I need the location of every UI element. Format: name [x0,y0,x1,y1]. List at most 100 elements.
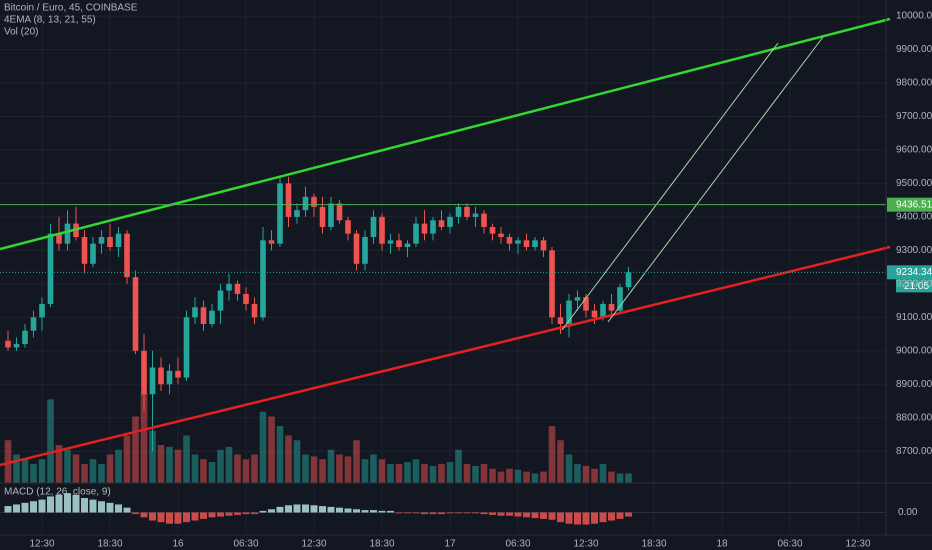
macd-bar [157,512,165,523]
candle-body [149,367,156,395]
volume-bar [4,440,12,483]
macd-bar [361,510,369,513]
x-tick-label: 12:30 [301,539,326,550]
macd-bar [625,512,632,517]
macd-bar [463,512,471,514]
macd-bar [276,506,284,513]
macd-bar [200,512,207,519]
candle-body [251,303,258,318]
volume-bar [514,469,522,483]
macd-bar [98,501,105,513]
volume-bar [293,440,301,483]
macd-bar [89,499,97,513]
macd-bar [140,512,148,518]
macd-bar [353,509,360,513]
candle-body [90,243,96,264]
candle-body [5,340,11,348]
candle-body [481,213,487,227]
volume-bar [557,440,564,483]
macd-bar [421,512,428,515]
volume-bar [191,454,199,483]
volume-bar [13,454,20,483]
volume-bar [302,454,309,483]
macd-bar [285,505,292,513]
volume-bar [166,446,173,483]
candle-body [566,300,572,325]
volume-bar [327,449,335,483]
macd-bar [13,504,20,513]
volume-bar [208,462,216,483]
candle-body [345,220,351,234]
volume-bar [378,459,386,483]
macd-bar [599,512,607,523]
volume-bar [395,464,403,483]
candle-body [56,233,62,244]
macd-bar [132,512,139,515]
y-tick-label: 10000.00 [896,11,932,22]
y-tick-label: 9000.00 [896,345,932,356]
volume-bar [540,471,547,483]
macd-bar [208,512,216,518]
macd-bar [174,512,182,524]
volume-bar [47,399,54,483]
candle-body [353,233,360,264]
volume-bar [276,426,284,483]
x-tick-label: 18:30 [641,539,666,550]
y-tick-label: 9400.00 [896,212,932,223]
candle-body [319,206,326,227]
macd-bar [344,508,352,513]
candle-body [362,236,368,264]
candle-body [175,370,181,378]
volume-bar [455,449,462,483]
candle-body [600,303,606,318]
volume-bar [115,449,122,483]
trendline-lower [0,245,891,467]
volume-bar [344,456,352,483]
volume-bar [506,468,513,483]
macd-bar [4,506,12,513]
volume-bar [404,462,411,483]
volume-bar [259,411,267,483]
candle-body [217,290,224,311]
candle-body [591,310,598,318]
macd-bar [123,507,131,513]
y-tick-label: 9500.00 [896,178,932,189]
volume-bar [353,440,360,483]
volume-bar [370,454,377,483]
candle-body [183,317,190,378]
candle-body [285,183,292,217]
macd-bar [378,510,386,513]
volume-bar [523,471,530,483]
volume-bar [89,459,97,483]
macd-bar [234,512,241,515]
candle-body [166,370,173,385]
candle-body [455,206,462,217]
candle-body [506,236,513,244]
volume-bar [429,465,437,483]
candle-body [336,203,343,221]
macd-bar [268,509,275,513]
x-tick-label: 06:30 [777,539,802,550]
x-tick-label: 12:30 [845,539,870,550]
candle-body [549,250,555,318]
macd-bar [115,504,122,513]
candle-body [243,293,249,304]
candle-body [115,233,122,248]
macd-bar [64,493,71,513]
macd-bar [106,502,114,513]
volume-bar [616,473,624,483]
candle-body [617,287,623,311]
y-tick-label: 9100.00 [896,312,932,323]
candle-body [302,196,309,211]
y-tick-label: 9300.00 [896,245,932,256]
x-tick-label: 18:30 [97,539,122,550]
trendline-upper [0,17,891,251]
macd-bar [404,512,411,514]
macd-label: MACD (12, 26, close, 9) [4,487,111,498]
volume-bar [582,465,590,483]
x-tick-label: 12:30 [573,539,598,550]
x-tick-label: 12:30 [29,539,54,550]
macd-bar [472,512,479,514]
y-tick-label: 9900.00 [896,44,932,55]
